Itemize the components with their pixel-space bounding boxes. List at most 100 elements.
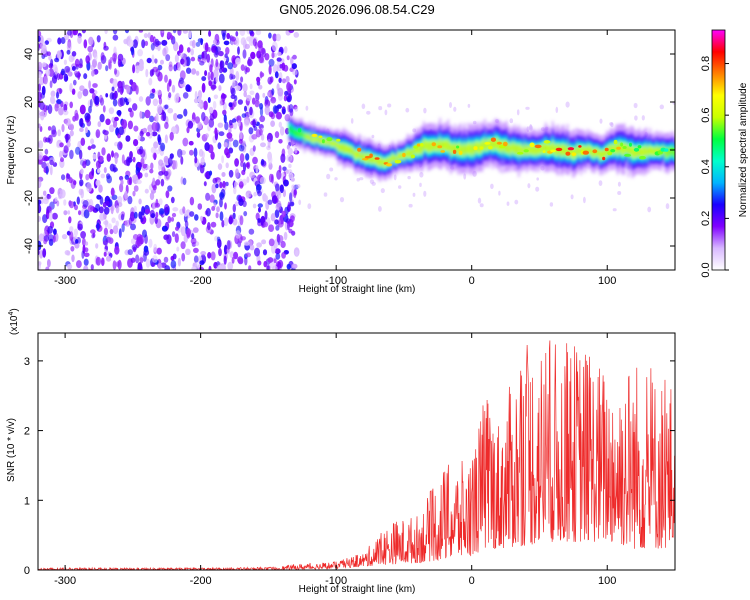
signal-cell [324,139,326,147]
noise-cell [283,46,288,54]
signal-cell [646,148,649,159]
noise-cell [59,189,66,199]
signal-cell [352,148,355,156]
noise-cell [97,168,101,174]
noise-cell [612,208,617,212]
signal-peak [571,152,577,157]
signal-cell [334,141,337,149]
noise-cell [170,196,175,204]
noise-cell [97,121,102,128]
noise-cell [272,105,278,114]
signal-cell [505,139,508,152]
noise-cell [257,218,261,223]
noise-cell [264,210,268,220]
x-tick-label: -300 [54,575,76,587]
noise-cell [298,199,302,206]
noise-cell [105,65,109,72]
noise-cell [193,147,198,158]
noise-cell [158,171,164,176]
noise-cell [555,106,559,113]
noise-cell [174,54,179,63]
noise-cell [217,122,224,128]
signal-cell [345,143,348,153]
signal-peak [610,149,616,153]
noise-cell [56,99,62,105]
noise-cell [151,262,156,267]
noise-cell [45,69,51,77]
noise-cell [535,186,540,192]
noise-cell [81,30,86,34]
noise-cell [108,237,114,244]
noise-cell [274,131,280,139]
noise-cell [253,126,258,131]
signal-cell [609,144,612,155]
noise-cell [43,75,48,85]
noise-cell [326,173,331,180]
noise-cell [227,137,234,142]
noise-cell [200,215,204,222]
noise-cell [282,189,286,198]
signal-cell [314,137,317,145]
noise-cell [288,220,294,227]
noise-cell [155,113,159,123]
signal-cell [399,153,402,161]
noise-cell [201,82,206,93]
noise-cell [38,199,42,205]
noise-cell [280,240,286,249]
snr-y-label: SNR (10 * v/v) [6,418,17,482]
signal-cell [393,154,396,161]
noise-cell [73,228,79,237]
noise-cell [119,142,123,149]
signal-cell [408,148,410,158]
noise-cell [172,253,177,260]
signal-peak [336,138,341,142]
signal-cell [330,141,333,147]
noise-cell [84,241,89,246]
signal-cell [628,144,631,155]
noise-cell [108,59,111,69]
signal-cell [467,141,470,154]
noise-cell [69,101,73,109]
noise-cell [361,103,366,110]
noise-cell [254,99,260,108]
signal-peak [550,149,556,153]
signal-cell [451,144,454,155]
noise-cell [158,97,163,105]
noise-cell [305,105,309,111]
signal-peak [502,141,508,147]
noise-cell [659,104,664,110]
noise-cell [69,130,74,137]
noise-cell [97,151,101,160]
noise-cell [243,241,250,246]
noise-cell [59,88,62,95]
signal-cell [298,130,301,138]
noise-cell [157,64,163,71]
noise-cell [275,253,281,260]
noise-cell [281,62,286,71]
signal-cell [553,142,555,154]
noise-cell [199,260,205,266]
noise-cell [76,196,81,205]
signal-peak [311,133,318,138]
noise-cell [63,73,69,82]
noise-cell [244,105,247,112]
signal-cell [530,146,532,156]
noise-cell [160,178,165,187]
noise-cell [70,246,75,252]
noise-cell [179,77,184,85]
signal-cell [596,147,599,157]
signal-cell [645,144,648,156]
noise-cell [237,120,241,127]
noise-cell [215,183,219,189]
noise-cell [88,36,94,46]
noise-cell [197,203,203,210]
noise-cell [105,118,111,126]
noise-cell [259,128,263,136]
signal-cell [589,145,592,155]
noise-cell [136,179,142,185]
noise-cell [108,107,115,115]
noise-cell [78,188,84,196]
noise-cell [225,47,230,55]
noise-cell [44,40,49,45]
noise-cell [583,196,586,204]
